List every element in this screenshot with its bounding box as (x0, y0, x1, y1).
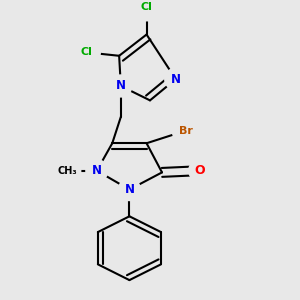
Text: N: N (92, 164, 102, 177)
Text: N: N (116, 80, 126, 92)
Circle shape (72, 38, 101, 67)
Text: Br: Br (179, 126, 193, 136)
Circle shape (109, 74, 133, 98)
Text: Cl: Cl (141, 2, 152, 12)
Circle shape (164, 68, 188, 91)
Circle shape (172, 116, 200, 145)
Circle shape (85, 159, 109, 182)
Circle shape (118, 178, 141, 201)
Text: O: O (194, 164, 205, 177)
Circle shape (132, 0, 161, 22)
Text: Cl: Cl (81, 47, 92, 57)
Text: N: N (171, 73, 181, 85)
Circle shape (188, 159, 211, 182)
Text: CH₃: CH₃ (57, 166, 77, 176)
Circle shape (52, 156, 81, 185)
Text: N: N (124, 183, 134, 196)
